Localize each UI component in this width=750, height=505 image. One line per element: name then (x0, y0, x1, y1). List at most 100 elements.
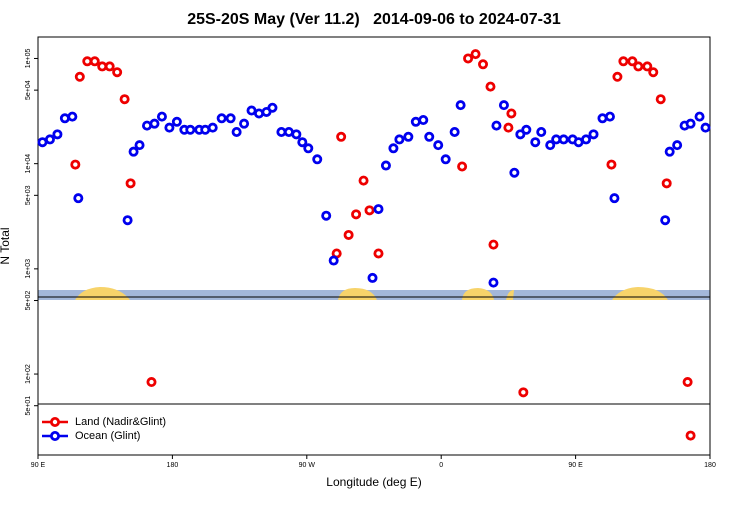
point (119, 94, 130, 105)
point (488, 277, 499, 288)
point (225, 113, 236, 124)
point (73, 193, 84, 204)
legend-label: Land (Nadir&Glint) (75, 416, 166, 428)
point (291, 129, 302, 140)
point (297, 137, 308, 148)
point (373, 248, 384, 259)
point (231, 126, 242, 137)
y-tick-label: 5e+03 (25, 185, 32, 205)
point (694, 111, 705, 122)
point (358, 175, 369, 186)
x-tick-label: 180 (704, 462, 716, 469)
point (59, 113, 70, 124)
y-tick-label: 5e+04 (25, 80, 32, 100)
point (498, 100, 509, 111)
point (403, 131, 414, 142)
point (373, 204, 384, 215)
point (239, 118, 250, 129)
point (536, 126, 547, 137)
point (89, 56, 100, 67)
point (380, 160, 391, 171)
point (642, 61, 653, 72)
point (655, 94, 666, 105)
y-tick-label: 1e+02 (25, 364, 32, 384)
point (104, 61, 115, 72)
point (321, 210, 332, 221)
point (67, 111, 78, 122)
point (122, 215, 133, 226)
point (185, 124, 196, 135)
point (506, 108, 517, 119)
point (433, 140, 444, 151)
land-patch (612, 287, 668, 300)
point (518, 387, 529, 398)
point (410, 116, 421, 127)
point (521, 124, 532, 135)
point (660, 215, 671, 226)
point (488, 239, 499, 250)
point (648, 67, 659, 78)
point (418, 115, 429, 126)
point (440, 154, 451, 165)
x-tick-label: 90 W (299, 462, 316, 469)
point (146, 377, 157, 388)
land-patch (462, 288, 494, 300)
point (588, 129, 599, 140)
x-axis-label: Longitude (deg E) (326, 475, 421, 489)
point (267, 102, 278, 113)
point (509, 167, 520, 178)
point (424, 131, 435, 142)
y-tick-label: 5e+02 (25, 291, 32, 311)
point (463, 53, 474, 64)
point (530, 137, 541, 148)
point (597, 113, 608, 124)
legend-marker (50, 416, 61, 427)
legend-marker (50, 430, 61, 441)
point (303, 143, 314, 154)
point (485, 81, 496, 92)
x-tick-label: 90 E (568, 462, 583, 469)
land-patch (75, 287, 130, 300)
x-tick-label: 90 E (31, 462, 46, 469)
point (207, 122, 218, 133)
point (328, 255, 339, 266)
y-tick-label: 1e+05 (25, 49, 32, 69)
point (394, 134, 405, 145)
point (682, 377, 693, 388)
point (609, 193, 620, 204)
point (254, 108, 265, 119)
y-axis-label: N Total (0, 227, 12, 264)
point (478, 59, 489, 70)
point (149, 118, 160, 129)
point (134, 140, 145, 151)
point (70, 159, 81, 170)
y-tick-label: 5e+01 (25, 396, 32, 416)
point (604, 111, 615, 122)
point (685, 430, 696, 441)
ocean-band (38, 290, 710, 300)
x-tick-label: 180 (167, 462, 179, 469)
point (449, 126, 460, 137)
point (606, 159, 617, 170)
point (171, 116, 182, 127)
point (515, 129, 526, 140)
point (503, 122, 514, 133)
point (664, 146, 675, 157)
legend-label: Ocean (Glint) (75, 430, 140, 442)
point (491, 120, 502, 131)
point (627, 56, 638, 67)
land-ocean-band (38, 287, 710, 300)
point (164, 122, 175, 133)
point (336, 131, 347, 142)
point (364, 205, 375, 216)
point (128, 146, 139, 157)
point (558, 134, 569, 145)
y-tick-label: 1e+04 (25, 154, 32, 174)
plot-frame (37, 36, 711, 456)
point (343, 229, 354, 240)
point (455, 100, 466, 111)
point (312, 154, 323, 165)
y-tick-label: 1e+03 (25, 259, 32, 279)
point (112, 67, 123, 78)
